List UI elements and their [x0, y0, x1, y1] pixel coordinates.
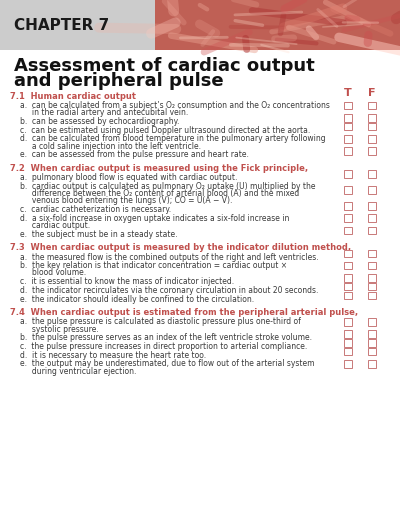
Text: b.  can be assessed by echocardiography.: b. can be assessed by echocardiography.: [20, 117, 179, 126]
Text: d.  can be calculated from blood temperature in the pulmonary artery following: d. can be calculated from blood temperat…: [20, 135, 326, 144]
FancyBboxPatch shape: [344, 339, 352, 346]
Text: 7.4  When cardiac output is estimated from the peripheral arterial pulse,: 7.4 When cardiac output is estimated fro…: [10, 308, 358, 317]
FancyBboxPatch shape: [344, 360, 352, 368]
Bar: [155, 0, 400, 50]
Text: e.  can be assessed from the pulse pressure and heart rate.: e. can be assessed from the pulse pressu…: [20, 150, 249, 160]
Text: systolic pressure.: systolic pressure.: [20, 324, 99, 334]
FancyBboxPatch shape: [344, 330, 352, 338]
Text: 7.1  Human cardiac output: 7.1 Human cardiac output: [10, 92, 136, 101]
FancyBboxPatch shape: [368, 186, 376, 193]
FancyBboxPatch shape: [368, 274, 376, 282]
FancyBboxPatch shape: [368, 348, 376, 355]
Text: a.  the measured flow is the combined outputs of the right and left ventricles.: a. the measured flow is the combined out…: [20, 253, 319, 262]
FancyBboxPatch shape: [368, 360, 376, 368]
FancyBboxPatch shape: [344, 214, 352, 222]
Bar: [0, 0, 400, 50]
FancyBboxPatch shape: [344, 227, 352, 234]
Text: c.  can be estimated using pulsed Doppler ultrasound directed at the aorta.: c. can be estimated using pulsed Doppler…: [20, 126, 310, 135]
FancyBboxPatch shape: [368, 135, 376, 142]
Text: and peripheral pulse: and peripheral pulse: [14, 72, 224, 90]
Text: a cold saline injection into the left ventricle.: a cold saline injection into the left ve…: [20, 141, 201, 151]
Text: Assessment of cardiac output: Assessment of cardiac output: [14, 57, 315, 75]
Text: a.  can be calculated from a subject’s O₂ consumption and the O₂ concentrations: a. can be calculated from a subject’s O₂…: [20, 101, 330, 110]
FancyBboxPatch shape: [368, 339, 376, 346]
Text: d.  a six-fold increase in oxygen uptake indicates a six-fold increase in: d. a six-fold increase in oxygen uptake …: [20, 214, 289, 223]
FancyBboxPatch shape: [368, 318, 376, 326]
Text: a.  pulmonary blood flow is equated with cardiac output.: a. pulmonary blood flow is equated with …: [20, 173, 237, 183]
FancyBboxPatch shape: [368, 202, 376, 210]
FancyBboxPatch shape: [344, 283, 352, 290]
Text: difference between the O₂ content of arterial blood (A) and the mixed: difference between the O₂ content of art…: [20, 189, 299, 198]
FancyBboxPatch shape: [368, 227, 376, 234]
Text: c.  the pulse pressure increases in direct proportion to arterial compliance.: c. the pulse pressure increases in direc…: [20, 342, 307, 351]
FancyBboxPatch shape: [368, 283, 376, 290]
Text: e.  the output may be underestimated, due to flow out of the arterial system: e. the output may be underestimated, due…: [20, 359, 314, 369]
Text: b.  the key relation is that indicator concentration = cardiac output ×: b. the key relation is that indicator co…: [20, 261, 287, 270]
Text: e.  the indicator should ideally be confined to the circulation.: e. the indicator should ideally be confi…: [20, 295, 254, 304]
FancyBboxPatch shape: [344, 274, 352, 282]
FancyBboxPatch shape: [368, 123, 376, 131]
FancyBboxPatch shape: [344, 202, 352, 210]
FancyBboxPatch shape: [368, 330, 376, 338]
Text: a.  the pulse pressure is calculated as diastolic pressure plus one-third of: a. the pulse pressure is calculated as d…: [20, 318, 301, 327]
FancyBboxPatch shape: [344, 292, 352, 299]
Text: CHAPTER 7: CHAPTER 7: [14, 18, 109, 32]
Text: b.  the pulse pressure serves as an index of the left ventricle stroke volume.: b. the pulse pressure serves as an index…: [20, 333, 312, 342]
Text: blood volume.: blood volume.: [20, 268, 86, 278]
Text: T: T: [344, 88, 352, 98]
Text: c.  it is essential to know the mass of indicator injected.: c. it is essential to know the mass of i…: [20, 277, 234, 286]
Text: d.  it is necessary to measure the heart rate too.: d. it is necessary to measure the heart …: [20, 351, 206, 360]
FancyBboxPatch shape: [344, 123, 352, 131]
FancyBboxPatch shape: [344, 318, 352, 326]
Text: 7.2  When cardiac output is measured using the Fick principle,: 7.2 When cardiac output is measured usin…: [10, 164, 308, 173]
Text: cardiac output.: cardiac output.: [20, 221, 90, 230]
Text: 7.3  When cardiac output is measured by the indicator dilution method,: 7.3 When cardiac output is measured by t…: [10, 243, 351, 252]
FancyBboxPatch shape: [368, 147, 376, 155]
FancyBboxPatch shape: [344, 262, 352, 269]
FancyBboxPatch shape: [368, 262, 376, 269]
Text: b.  cardiac output is calculated as pulmonary O₂ uptake (U) multiplied by the: b. cardiac output is calculated as pulmo…: [20, 182, 316, 191]
Text: e.  the subject must be in a steady state.: e. the subject must be in a steady state…: [20, 230, 178, 239]
FancyBboxPatch shape: [368, 214, 376, 222]
FancyBboxPatch shape: [368, 292, 376, 299]
FancyBboxPatch shape: [344, 102, 352, 109]
FancyBboxPatch shape: [368, 170, 376, 178]
FancyBboxPatch shape: [344, 114, 352, 122]
Text: venous blood entering the lungs (V); CO = U(A − V).: venous blood entering the lungs (V); CO …: [20, 197, 232, 205]
FancyBboxPatch shape: [344, 135, 352, 142]
FancyBboxPatch shape: [368, 102, 376, 109]
FancyBboxPatch shape: [344, 186, 352, 193]
FancyBboxPatch shape: [368, 250, 376, 257]
FancyBboxPatch shape: [344, 147, 352, 155]
FancyBboxPatch shape: [344, 170, 352, 178]
Text: during ventricular ejection.: during ventricular ejection.: [20, 367, 136, 375]
FancyBboxPatch shape: [344, 348, 352, 355]
Text: d.  the indicator recirculates via the coronary circulation in about 20 seconds.: d. the indicator recirculates via the co…: [20, 286, 318, 295]
FancyBboxPatch shape: [368, 114, 376, 122]
Text: in the radial artery and antecubital vein.: in the radial artery and antecubital vei…: [20, 108, 188, 118]
Text: c.  cardiac catheterization is necessary.: c. cardiac catheterization is necessary.: [20, 205, 171, 214]
FancyBboxPatch shape: [344, 250, 352, 257]
Text: F: F: [368, 88, 376, 98]
